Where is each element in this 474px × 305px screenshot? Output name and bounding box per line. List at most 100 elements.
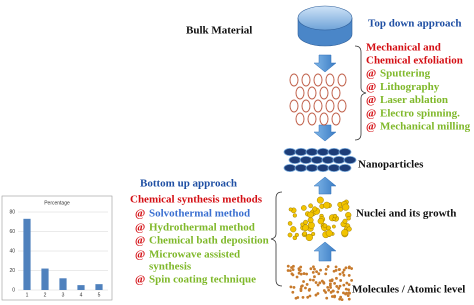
- molecule: [344, 287, 348, 291]
- nucleus: [322, 223, 328, 229]
- molecule: [350, 267, 354, 270]
- bar: [77, 285, 85, 290]
- molecule: [342, 283, 346, 287]
- x-tick-label: 3: [62, 292, 65, 298]
- particle: [327, 163, 341, 172]
- molecule: [340, 298, 344, 302]
- molecule: [336, 290, 340, 294]
- method-list: @ Sputtering @ Lithography @ Laser ablation @ E…: [366, 68, 471, 133]
- nuclei-label: Nuclei and its growth: [356, 208, 456, 220]
- molecule: [286, 264, 290, 268]
- molecule: [347, 291, 351, 295]
- molecule: [320, 279, 324, 283]
- nucleus: [341, 229, 349, 237]
- molecule: [333, 295, 336, 299]
- particle: [337, 99, 347, 113]
- particle: [305, 163, 319, 172]
- arrows: [313, 54, 337, 262]
- particle: [338, 163, 352, 172]
- molecule: [328, 284, 332, 287]
- nucleus: [317, 217, 325, 225]
- y-tick-label: 60: [9, 229, 15, 235]
- x-tick-label: 1: [26, 292, 29, 298]
- nucleus: [302, 224, 309, 232]
- molecule: [334, 265, 338, 269]
- molecule: [341, 271, 345, 274]
- molecule: [333, 281, 336, 285]
- molecule: [347, 297, 351, 301]
- molecule: [338, 268, 341, 271]
- molecule: [325, 296, 329, 300]
- particle: [307, 86, 317, 100]
- bulk-label: Bulk Material: [186, 25, 252, 37]
- particle: [299, 155, 313, 164]
- particle: [325, 99, 335, 113]
- nucleus: [292, 235, 298, 241]
- molecule: [338, 272, 342, 276]
- molecule: [291, 290, 295, 294]
- nucleus: [287, 221, 293, 226]
- nucleus: [287, 232, 293, 238]
- molecule: [313, 275, 316, 279]
- particle: [301, 99, 311, 113]
- nucleus: [332, 213, 338, 219]
- molecule: [299, 265, 303, 269]
- nucleus: [307, 211, 314, 219]
- y-tick-label: 0: [12, 287, 15, 293]
- bar: [95, 284, 103, 290]
- particle: [307, 112, 317, 126]
- molecule: [315, 270, 318, 274]
- molecule: [305, 283, 309, 286]
- nucleus: [316, 196, 324, 204]
- method-item: Chemical bath deposition: [149, 235, 269, 247]
- nucleus: [342, 218, 348, 224]
- molecule: [313, 267, 316, 271]
- molecule: [299, 287, 303, 291]
- molecule: [302, 280, 305, 283]
- particle: [319, 112, 329, 126]
- bullet: @: [135, 235, 145, 247]
- bracket: [354, 45, 367, 141]
- bracket: [270, 191, 283, 287]
- y-tick-label: 80: [9, 209, 15, 215]
- molecule: [297, 268, 301, 272]
- bar: [59, 278, 67, 290]
- x-tick-label: 4: [80, 292, 83, 298]
- nucleus: [290, 226, 297, 233]
- molecule: [304, 286, 307, 290]
- molecule: [330, 278, 334, 282]
- molecule: [331, 289, 335, 293]
- molecule: [314, 293, 318, 297]
- nucleus: [300, 205, 307, 211]
- molecule: [300, 284, 304, 288]
- method-item: Sputtering: [380, 68, 431, 80]
- bulk-disk: [297, 5, 353, 47]
- method-list: @ Solvothermal method @ Hydrothermal method…: [135, 208, 269, 286]
- molecule: [342, 268, 346, 272]
- nucleus: [311, 231, 316, 236]
- particle: [343, 155, 357, 164]
- bullet: @: [366, 94, 376, 106]
- bullet: @: [366, 107, 376, 119]
- subtitle: Chemical exfoliation: [366, 55, 463, 67]
- nanoparticles-label: Nanoparticles: [358, 159, 424, 171]
- bullet: @: [135, 249, 145, 261]
- nucleus: [338, 206, 344, 212]
- nucleus: [342, 203, 350, 211]
- particle: [331, 112, 341, 126]
- molecule: [309, 267, 313, 271]
- method-item: Mechanical milling: [380, 121, 471, 133]
- particle: [310, 155, 324, 164]
- molecule: [305, 272, 309, 276]
- particle: [313, 99, 323, 113]
- section-title: Bottom up approach: [140, 178, 237, 190]
- particle: [316, 147, 330, 156]
- particle: [294, 163, 308, 172]
- molecule: [324, 268, 328, 271]
- nucleus: [331, 224, 336, 229]
- particle: [295, 86, 305, 100]
- molecule: [342, 273, 346, 277]
- molecule: [335, 276, 338, 280]
- molecule: [344, 292, 347, 296]
- particle: [289, 99, 299, 113]
